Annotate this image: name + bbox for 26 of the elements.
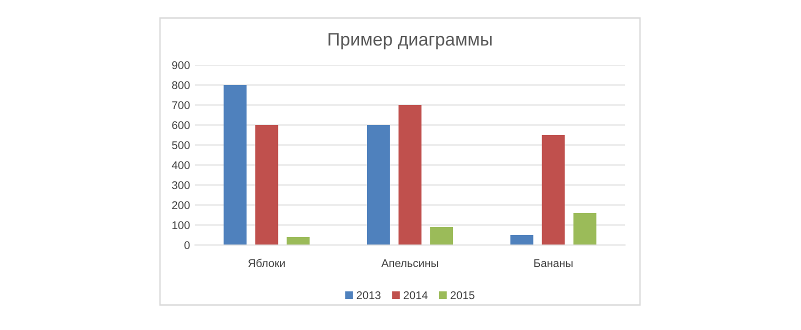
- bar: [398, 105, 422, 245]
- y-tick-label: 500: [172, 141, 190, 150]
- bar: [224, 85, 247, 245]
- x-tick-label: Апельсины: [381, 259, 438, 268]
- bar: [430, 227, 453, 245]
- x-tick-label: Бананы: [534, 259, 573, 268]
- bar: [286, 237, 310, 245]
- y-tick-label: 400: [172, 161, 190, 170]
- y-tick-label: 0: [184, 241, 190, 250]
- x-tick-label: Яблоки: [248, 258, 285, 268]
- y-tick-label: 900: [172, 61, 190, 70]
- y-tick-label: 600: [172, 121, 190, 130]
- chart-title: Пример диаграммы: [328, 33, 492, 50]
- legend-label: 2013: [356, 291, 380, 300]
- bar: [510, 235, 534, 245]
- legend-label: 2015: [450, 291, 474, 300]
- legend-label: 2014: [404, 291, 428, 300]
- bar: [255, 125, 278, 245]
- bar: [542, 135, 565, 245]
- y-tick-label: 300: [172, 181, 190, 190]
- y-tick-label: 700: [172, 101, 190, 110]
- bar: [573, 213, 596, 245]
- y-tick-label: 200: [172, 201, 190, 210]
- bar: [367, 125, 390, 245]
- y-tick-label: 100: [172, 221, 190, 230]
- y-tick-label: 800: [172, 81, 190, 90]
